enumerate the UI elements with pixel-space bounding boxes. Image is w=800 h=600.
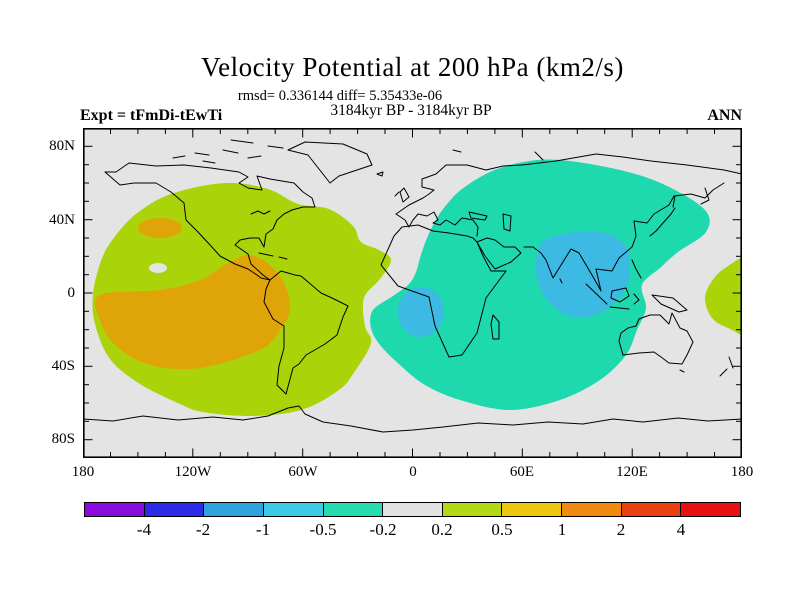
coastline [585, 283, 608, 305]
colorbar [84, 502, 741, 517]
lat-tick-label-0: 0 [67, 285, 76, 301]
contour-region-negative-strong-guinea [398, 287, 444, 337]
season-label: ANN [707, 107, 742, 124]
colorbar-cell [562, 503, 622, 516]
colorbar-label: -0.2 [369, 520, 397, 539]
colorbar-cell [442, 503, 503, 516]
coastline [194, 152, 210, 156]
lon-tick-label-180e: 180 [730, 464, 754, 480]
coastline [502, 213, 512, 232]
page-title: Velocity Potential at 200 hPa (km2/s) [201, 52, 624, 82]
coastline [104, 162, 316, 281]
coastline [719, 368, 728, 377]
colorbar-cell [383, 503, 443, 516]
coastline [376, 171, 384, 177]
coastline [380, 224, 507, 358]
coastline [83, 405, 742, 433]
coastline [278, 256, 288, 260]
coastline [258, 252, 274, 257]
coastline [202, 160, 216, 164]
coastline [523, 182, 725, 292]
colorbar-label: -0.5 [309, 520, 337, 539]
contour-region-positive-strong-epacific [94, 254, 291, 370]
coastline [651, 294, 688, 313]
colorbar-cell [502, 503, 563, 516]
world-map [83, 128, 742, 458]
map-frame [83, 128, 742, 458]
coastline [672, 195, 676, 208]
coastline [247, 155, 262, 159]
lat-tick-label-80s: 80S [51, 431, 75, 447]
coastline [172, 155, 186, 159]
colorbar-label: 0.2 [431, 520, 453, 539]
coastline [679, 369, 685, 373]
coastline [250, 210, 271, 215]
colorbar-cell [323, 503, 384, 516]
coastline [534, 151, 544, 161]
coastline [394, 191, 400, 197]
coastline [633, 293, 640, 305]
coastline [559, 278, 563, 284]
lon-tick-label-60e: 60E [509, 464, 535, 480]
colorbar-label: -4 [136, 520, 152, 539]
colorbar-cell [263, 503, 324, 516]
stats-annotation: rmsd= 0.336144 diff= 5.35433e-06 [237, 88, 443, 104]
colorbar-label: 4 [676, 520, 686, 539]
contour-region-positive-strong-nepacific [138, 218, 182, 238]
lat-tick-label-80n: 80N [49, 138, 75, 154]
coastline [468, 211, 488, 221]
lon-tick-label-180w: 180 [71, 464, 95, 480]
coastline [399, 187, 410, 203]
colorbar-cell [621, 503, 682, 516]
experiment-label: Expt = tFmDi-tEwTi [80, 107, 223, 124]
contour-region-negative-strong-seasia [535, 231, 631, 318]
colorbar-label: 1 [557, 520, 567, 539]
lat-tick-label-40s: 40S [51, 358, 75, 374]
lon-tick-label-0: 0 [409, 464, 417, 480]
colorbar-label: -1 [255, 520, 271, 539]
coastline [609, 306, 630, 310]
coastline [476, 237, 522, 270]
colorbar-label: -2 [195, 520, 211, 539]
coastline [263, 270, 349, 395]
coastline [395, 211, 479, 237]
colorbar-label: 0.5 [491, 520, 513, 539]
period-annotation: 3184kyr BP - 3184kyr BP [330, 102, 492, 119]
coastline [452, 149, 462, 153]
coastline [267, 145, 284, 149]
coastline [728, 356, 734, 369]
colorbar-cell [681, 503, 741, 516]
coastline [490, 314, 500, 340]
lon-tick-label-60w: 60W [288, 464, 318, 480]
coastline [700, 187, 710, 205]
coastline [649, 207, 676, 237]
lat-tick-label-40n: 40N [49, 212, 75, 228]
coastline [230, 139, 254, 144]
coastline [287, 141, 373, 184]
colorbar-cell [144, 503, 205, 516]
coastline [222, 149, 239, 154]
contour-region-positive-weak-dateline [704, 257, 742, 336]
lon-tick-label-120e: 120E [616, 464, 648, 480]
coastline [618, 312, 694, 365]
coastline [631, 259, 642, 279]
colorbar-label: 2 [616, 520, 626, 539]
map-panel [83, 128, 742, 458]
contour-region-neutral-spot [149, 263, 167, 273]
lon-tick-label-120w: 120W [174, 464, 212, 480]
coastline [610, 287, 630, 303]
colorbar-cell [204, 503, 264, 516]
colorbar-cell [85, 503, 145, 516]
coastline [395, 153, 742, 215]
